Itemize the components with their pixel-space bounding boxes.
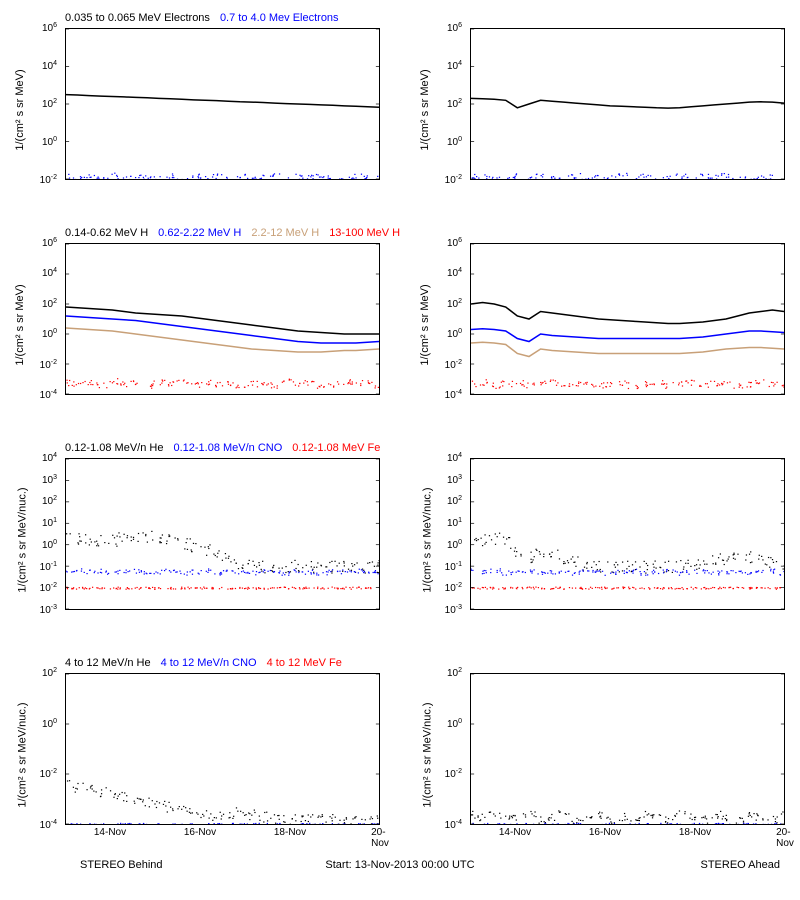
panel-2-left: 0.12-1.08 MeV/n He0.12-1.08 MeV/n CNO0.1… bbox=[10, 440, 385, 640]
footer-left: STEREO Behind bbox=[80, 859, 163, 871]
panel-3-right: 1/(cm² s sr MeV/nuc.)10-410-210010214-No… bbox=[415, 655, 790, 855]
legend: 0.14-0.62 MeV H0.62-2.22 MeV H2.2-12 MeV… bbox=[65, 227, 410, 239]
plot-area bbox=[470, 243, 785, 395]
legend: 0.035 to 0.065 MeV Electrons0.7 to 4.0 M… bbox=[65, 12, 349, 24]
xticks: 14-Nov16-Nov18-Nov20-Nov bbox=[470, 827, 785, 841]
footer-center: Start: 13-Nov-2013 00:00 UTC bbox=[325, 859, 474, 871]
plot-area bbox=[65, 458, 380, 610]
panel-0-left: 0.035 to 0.065 MeV Electrons0.7 to 4.0 M… bbox=[10, 10, 385, 210]
footer: STEREO Behind Start: 13-Nov-2013 00:00 U… bbox=[10, 859, 790, 873]
legend: 4 to 12 MeV/n He4 to 12 MeV/n CNO4 to 12… bbox=[65, 657, 352, 669]
plot-area bbox=[65, 243, 380, 395]
panel-1-right: 1/(cm² s sr MeV)10-410-2100102104106 bbox=[415, 225, 790, 425]
panel-1-left: 0.14-0.62 MeV H0.62-2.22 MeV H2.2-12 MeV… bbox=[10, 225, 385, 425]
plot-area bbox=[470, 673, 785, 825]
panel-2-right: 1/(cm² s sr MeV/nuc.)10-310-210-11001011… bbox=[415, 440, 790, 640]
footer-right: STEREO Ahead bbox=[701, 859, 781, 871]
xticks: 14-Nov16-Nov18-Nov20-Nov bbox=[65, 827, 380, 841]
plot-area bbox=[470, 458, 785, 610]
chart-grid: 0.035 to 0.065 MeV Electrons0.7 to 4.0 M… bbox=[10, 10, 790, 855]
panel-3-left: 4 to 12 MeV/n He4 to 12 MeV/n CNO4 to 12… bbox=[10, 655, 385, 855]
plot-area bbox=[65, 28, 380, 180]
plot-area bbox=[470, 28, 785, 180]
legend: 0.12-1.08 MeV/n He0.12-1.08 MeV/n CNO0.1… bbox=[65, 442, 390, 454]
panel-0-right: 1/(cm² s sr MeV)10-2100102104106 bbox=[415, 10, 790, 210]
plot-area bbox=[65, 673, 380, 825]
